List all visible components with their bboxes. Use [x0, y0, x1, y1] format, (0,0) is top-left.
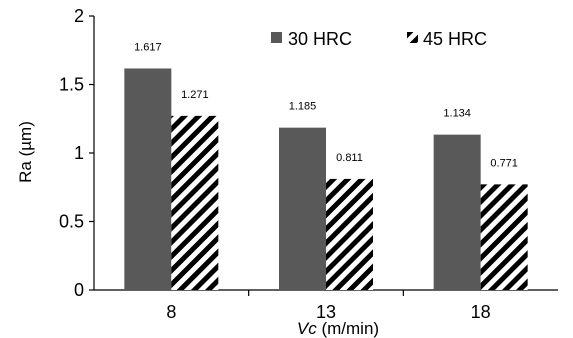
x-axis-title-unit: (m/min) [317, 319, 379, 338]
bar-30-hrc [433, 134, 481, 290]
y-tick-label: 1.5 [59, 75, 84, 95]
data-label: 0.771 [490, 157, 518, 169]
legend-swatch-30hrc [271, 32, 282, 43]
y-tick-label: 1 [74, 143, 84, 163]
data-label: 1.185 [289, 101, 317, 113]
y-tick-label: 0.5 [59, 212, 84, 232]
legend-swatch-45hrc [407, 32, 418, 43]
bar-45-hrc [171, 115, 219, 290]
bar-30-hrc [124, 68, 172, 290]
data-label: 1.134 [443, 108, 471, 120]
plot-area: 0 0.5 1 1.5 2 1.617 1.271 8 1.185 0.811 13 1.134 0.7… [59, 6, 558, 322]
legend-label-30hrc: 30 HRC [288, 29, 352, 49]
x-axis-title: Vc (m/min) [297, 319, 379, 338]
x-axis-title-variable: Vc [297, 319, 317, 338]
x-tick-label: 18 [471, 302, 491, 322]
legend: 30 HRC 45 HRC [271, 29, 487, 49]
data-label: 0.811 [336, 152, 363, 164]
y-tick-label: 0 [74, 280, 84, 300]
data-label: 1.617 [134, 41, 162, 53]
y-tick-label: 2 [74, 6, 84, 26]
data-label: 1.271 [181, 89, 209, 101]
bar-45-hrc [480, 184, 528, 290]
x-tick-label: 13 [316, 302, 336, 322]
bar-30-hrc [279, 127, 326, 290]
x-tick-label: 8 [166, 302, 176, 322]
y-axis-title: Ra (µm) [16, 121, 35, 183]
legend-label-45hrc: 45 HRC [423, 29, 487, 49]
bar-45-hrc [326, 178, 373, 290]
